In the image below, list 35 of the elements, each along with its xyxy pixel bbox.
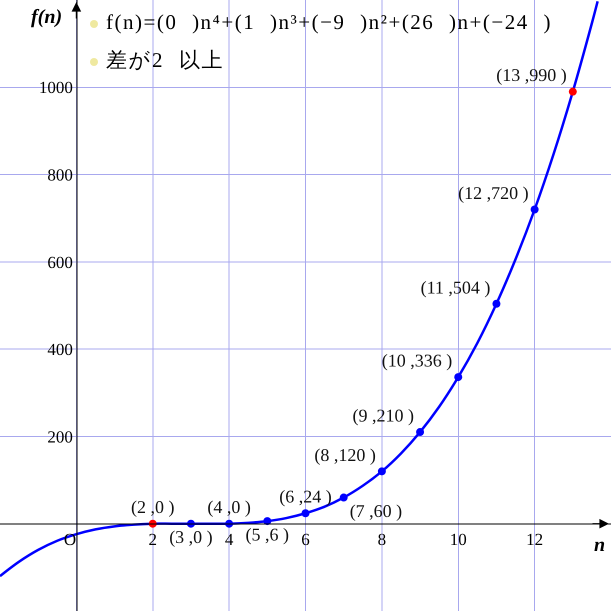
point (454, 373, 462, 382)
point (492, 300, 500, 308)
annotation: 差が2 以上 (106, 48, 224, 72)
point (416, 428, 424, 436)
point (378, 467, 386, 476)
x-axis-title: n (594, 534, 606, 556)
data-label: (10 ,336 ) (382, 350, 452, 371)
data-label: (9 ,210 ) (352, 406, 414, 426)
data-label: (7 ,60 ) (350, 501, 402, 522)
data-label: (6 ,24 ) (279, 486, 332, 507)
x-tick-label: 12 (526, 530, 544, 550)
y-tick-label: 200 (47, 427, 73, 446)
data-label: (4 ,0 ) (207, 497, 251, 518)
data-label: (8 ,120 ) (314, 444, 376, 465)
y-tick-label: 600 (47, 252, 73, 272)
point (568, 88, 577, 96)
point (530, 205, 539, 214)
data-label: (12 ,720 ) (458, 182, 529, 203)
x-tick-label: 4 (224, 530, 234, 550)
point (302, 509, 310, 518)
y-tick-label: 400 (47, 340, 73, 360)
x-tick-label: 10 (450, 530, 467, 550)
data-label: (13 ,990 ) (496, 65, 567, 86)
x-tick-label: 6 (301, 530, 310, 550)
y-tick-label: 1000 (38, 78, 73, 98)
annotation: f(n)=(0 )n⁴+(1 )n³+(−9 )n²+(26 )n+(−24 ) (106, 10, 552, 34)
y-tick-label: 800 (47, 166, 73, 185)
y-axis-title: f(n) (31, 6, 62, 28)
data-label: (5 ,6 ) (246, 524, 290, 545)
data-label: (3 ,0 ) (169, 527, 213, 548)
point (340, 494, 348, 502)
data-label: (11 ,504 ) (420, 277, 490, 298)
x-tick-label: 8 (378, 530, 386, 550)
data-label: (2 ,0 ) (131, 497, 174, 518)
x-tick-label: 2 (148, 530, 157, 550)
